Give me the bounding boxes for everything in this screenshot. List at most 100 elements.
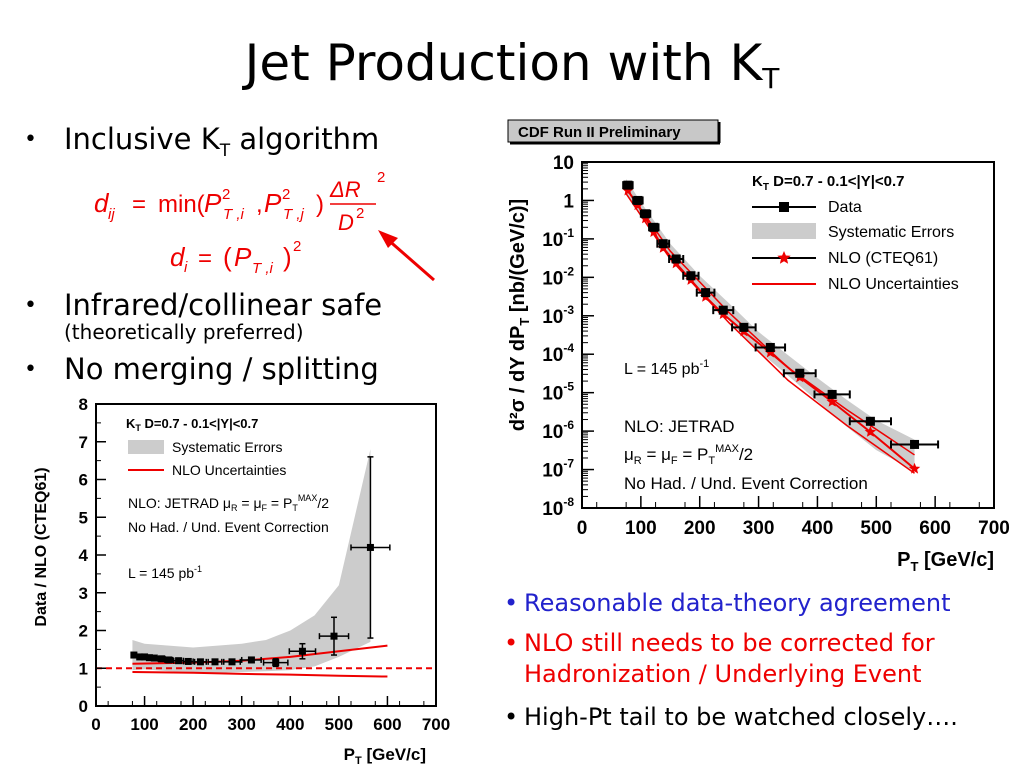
y-tick-exp: -3 <box>563 303 574 317</box>
data-point <box>623 180 633 190</box>
data-point <box>641 209 651 219</box>
x-tick-label: 500 <box>325 715 353 734</box>
x-axis-label: PT [GeV/c] <box>344 745 426 767</box>
delta-r-exp: 2 <box>377 169 385 186</box>
bullet-text: Inclusive K <box>64 122 220 156</box>
y-tick-label: 1 <box>563 191 574 212</box>
di-p: P <box>234 242 252 272</box>
legend-entry: Data <box>828 199 862 216</box>
annotation-lumi-text: L = 145 pb <box>128 565 194 581</box>
p-sub-1: T ,i <box>223 206 244 223</box>
y-tick-exp: -6 <box>563 418 574 432</box>
annotation-lumi: L = 145 pb-1 <box>624 358 709 378</box>
y-tick-label: 5 <box>79 508 88 527</box>
data-point <box>671 254 681 264</box>
x-tick-label: 500 <box>860 518 892 539</box>
y-tick-label: 4 <box>79 546 89 565</box>
annotation-correction: No Had. / Und. Event Correction <box>624 474 868 493</box>
data-point <box>175 657 183 665</box>
x-tick-label: 0 <box>577 518 588 539</box>
data-point <box>141 653 149 661</box>
p-symbol-2: P <box>264 188 282 218</box>
x-axis-label-unit: [GeV/c] <box>918 549 994 571</box>
legend-title: KT D=0.7 - 0.1<|Y|<0.7 <box>126 416 258 433</box>
d-denominator-exp: 2 <box>356 205 364 222</box>
p-sub-2: T ,j <box>283 206 304 223</box>
data-point <box>633 195 643 205</box>
x-tick-label: 400 <box>802 518 834 539</box>
plot-frame <box>581 161 995 509</box>
y-tick-label: 10-1 <box>542 226 574 251</box>
x-tick-label: 200 <box>179 715 207 734</box>
y-tick-base: 10 <box>542 307 563 328</box>
bullet-dot: • <box>504 629 519 657</box>
data-point <box>739 322 749 332</box>
bullet-dot: • <box>24 357 37 382</box>
s1: NLO: JETRAD μ <box>128 495 231 511</box>
annotation-scale: μR = μF = PTMAX/2 <box>624 443 753 467</box>
y-tick-base: 10 <box>542 384 563 405</box>
x-tick-label: 100 <box>130 715 158 734</box>
data-point <box>211 658 219 666</box>
legend-data-marker <box>779 202 789 212</box>
data-point <box>184 657 192 665</box>
banner-text: CDF Run II Preliminary <box>518 124 681 141</box>
x-axis-label: PT [GeV/c] <box>897 549 994 574</box>
data-point <box>718 305 728 315</box>
bullet-text: Reasonable data-theory agreement <box>524 589 951 617</box>
nlo-uncert-lo <box>132 671 388 678</box>
bullet-theoretically-preferred: (theoretically preferred) <box>64 320 304 344</box>
data-point <box>272 659 280 667</box>
y-tick-exp: -1 <box>563 226 574 240</box>
x-axis-label-sub: T <box>355 755 362 767</box>
y-tick-base: 10 <box>542 499 563 520</box>
annotation-lumi: L = 145 pb-1 <box>128 564 202 581</box>
di-p-sub: T ,i <box>252 260 273 277</box>
di-open: ( <box>223 242 232 272</box>
comma: , <box>256 191 263 218</box>
di-close: ) <box>283 242 292 272</box>
y-tick-base: 10 <box>553 153 574 174</box>
x-tick-label: 100 <box>625 518 657 539</box>
x-tick-label: 600 <box>373 715 401 734</box>
di-symbol: d <box>170 242 186 272</box>
p-exp-2: 2 <box>282 186 290 203</box>
dij-subscript: ij <box>108 206 115 223</box>
cross-section-svg: CDF Run II Preliminary 0 100 200 300 400 500 6… <box>507 119 1010 574</box>
data-point <box>247 656 255 664</box>
nlo-point <box>622 184 634 196</box>
data-point <box>649 222 659 232</box>
x-tick-label: 400 <box>276 715 304 734</box>
y-tick-label: 10-7 <box>542 457 574 482</box>
y-tick-label: 1 <box>79 659 88 678</box>
x-tick-label: 300 <box>743 518 775 539</box>
x-tick-label: 700 <box>978 518 1010 539</box>
y-axis-label: Data / NLO (CTEQ61) <box>33 467 50 626</box>
legend-title-rest: D=0.7 - 0.1<|Y|<0.7 <box>769 173 905 190</box>
bullet-dot: • <box>504 589 519 617</box>
di-equals: = <box>198 245 212 272</box>
legend-title-sub: T <box>135 423 141 433</box>
y-tick-label: 10-2 <box>542 264 574 289</box>
y-tick-label: 10-8 <box>542 495 574 520</box>
y-tick-label: 10-5 <box>542 380 574 405</box>
bullet-text: (theoretically preferred) <box>64 320 304 344</box>
di-exp: 2 <box>293 238 301 255</box>
s2: R <box>231 503 238 513</box>
y-tick-label: 10-6 <box>542 418 574 443</box>
bullet-data-theory: • Reasonable data-theory agreement <box>504 588 951 619</box>
annotation-nlo: NLO: JETRAD <box>624 417 735 436</box>
y-tick-label: 2 <box>79 622 88 641</box>
bullet-text: Infrared/collinear safe <box>64 288 383 322</box>
y-tick-base: 10 <box>542 461 563 482</box>
systematic-band <box>626 179 915 472</box>
data-point <box>150 654 158 662</box>
close-paren: ) <box>316 191 324 218</box>
cross-section-chart: CDF Run II Preliminary 0 100 200 300 400 500 6… <box>498 112 1024 586</box>
y-tick-label: 10-4 <box>542 341 574 366</box>
page-title-text: Jet Production with K <box>244 34 763 92</box>
bullet-text: High-Pt tail to be watched closely…. <box>524 703 958 731</box>
data-point <box>136 653 144 661</box>
x-axis-label-main: P <box>897 549 910 571</box>
y-axis-label: d²σ / dY dPT [nb/(GeV/c)] <box>507 199 532 431</box>
